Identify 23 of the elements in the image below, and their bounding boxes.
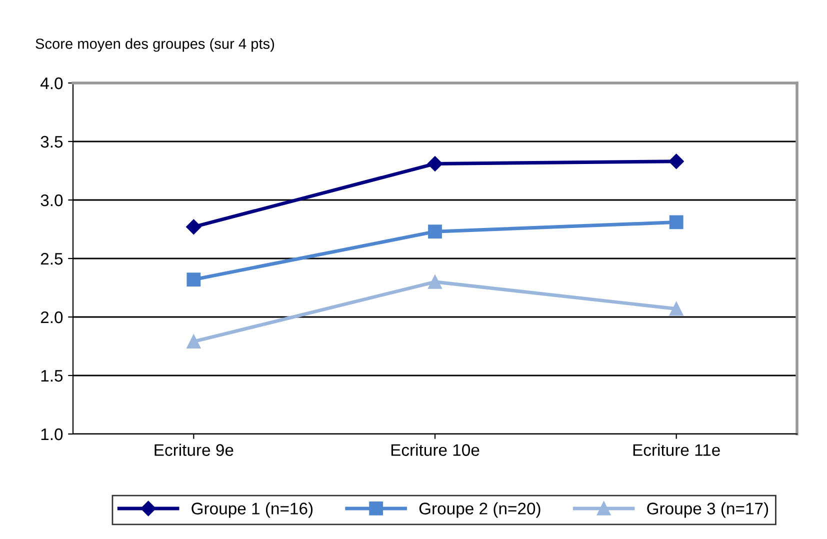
point <box>428 274 442 289</box>
y-tick-label: 2.5 <box>40 252 63 265</box>
x-tick-label: Ecriture 10e <box>391 444 480 456</box>
point <box>668 154 684 169</box>
x-tick-label: Ecriture 11e <box>633 444 720 456</box>
x-tick-label: Ecriture 9e <box>154 444 234 456</box>
point <box>669 215 684 230</box>
y-tick-label: 2.0 <box>40 311 63 324</box>
point <box>186 334 201 349</box>
point <box>669 302 684 316</box>
y-axis-title: Score moyen des groupes (sur 4 pts) <box>36 38 274 52</box>
point <box>186 272 201 287</box>
point <box>428 224 442 239</box>
y-tick-label: 1.5 <box>41 370 63 382</box>
legend-label: Groupe 1 (n=16) <box>192 502 313 518</box>
point <box>427 156 443 172</box>
y-tick-label: 1.0 <box>41 428 63 440</box>
y-tick-label: 3.0 <box>40 194 63 206</box>
y-tick-label: 3.5 <box>40 136 63 148</box>
y-tick-label: 4.0 <box>40 77 63 90</box>
legend-label: Groupe 3 (n=17) <box>647 502 768 518</box>
point <box>186 219 202 234</box>
legend-label: Groupe 2 (n=20) <box>419 502 540 518</box>
